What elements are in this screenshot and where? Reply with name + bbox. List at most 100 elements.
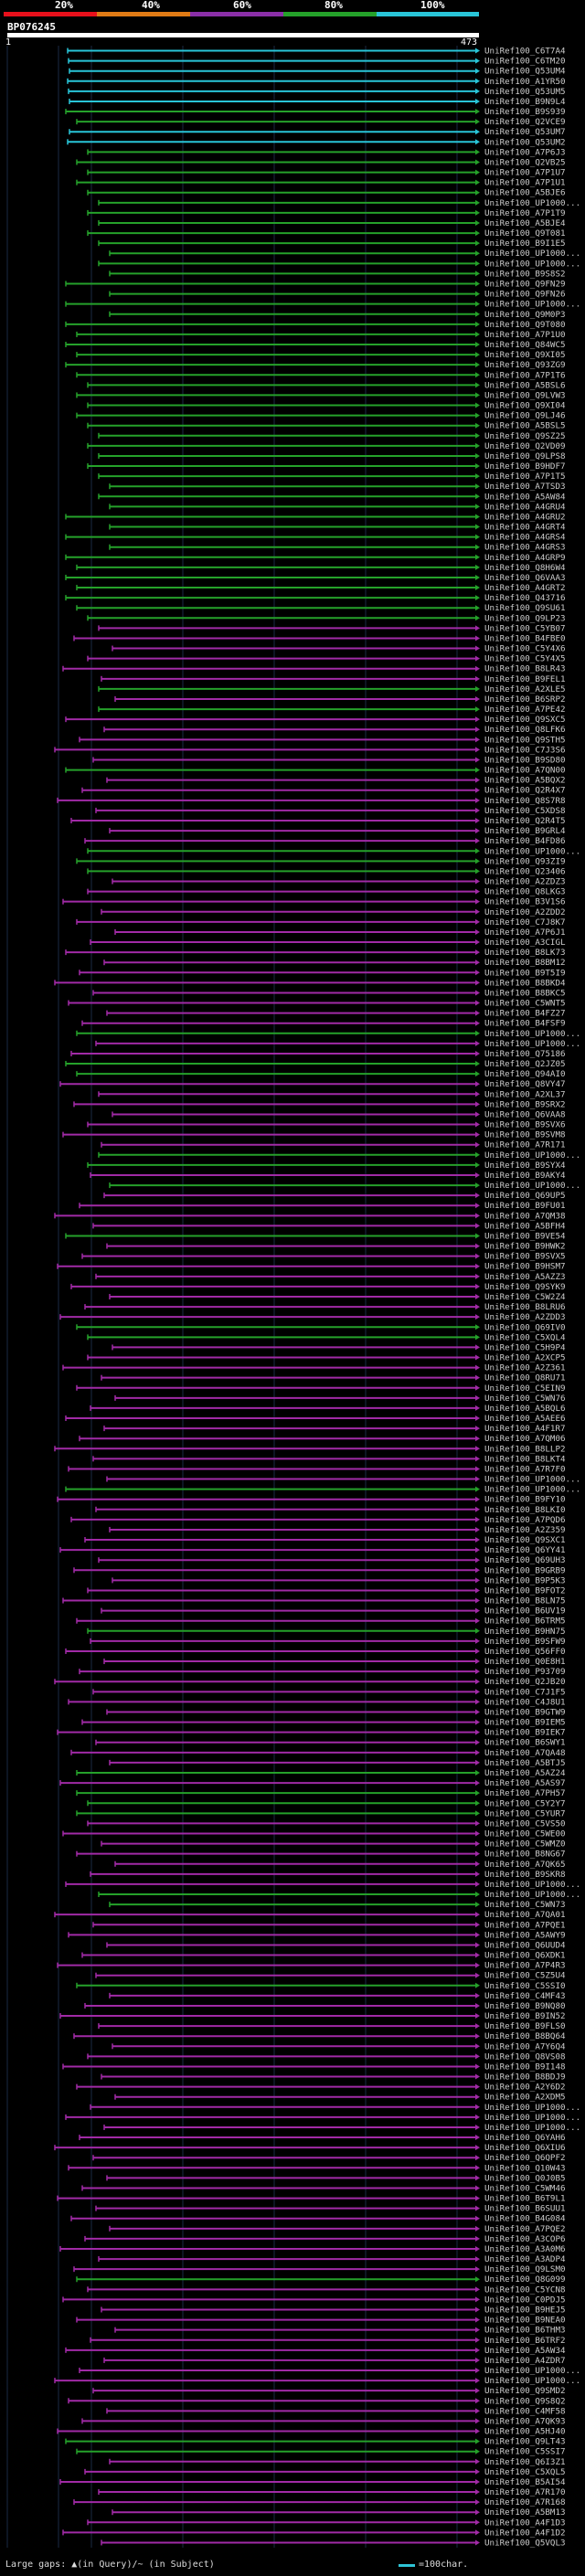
hit-end-arrow [475,1973,480,1978]
hit-end-arrow [475,1780,480,1786]
hit-end-arrow [475,2449,480,2454]
hit-end-arrow [475,1587,480,1593]
hit-end-arrow [475,1800,480,1806]
hit-end-arrow [475,1882,480,1887]
hit-end-arrow [475,1122,480,1128]
hit-label: UniRef100_Q9LPS8 [484,451,566,461]
hit-label: UniRef100_A5AWY9 [484,1930,566,1940]
hit-label: UniRef100_B4FBE0 [484,633,566,643]
hit-label: UniRef100_Q2JB20 [484,1677,566,1687]
hit-end-arrow [475,2256,480,2262]
hit-end-arrow [475,2125,480,2130]
hit-label: UniRef100_A5AEE6 [484,1414,566,1424]
hit-end-arrow [475,1375,480,1381]
hit-label: UniRef100_C5WMZ0 [484,1839,566,1850]
hit-label: UniRef100_A5BQL6 [484,1404,566,1414]
hit-label: UniRef100_C5Y4X6 [484,644,566,654]
hit-label: UniRef100_A7R168 [484,2497,566,2507]
hit-label: UniRef100_Q2VB25 [484,157,566,167]
hit-label: UniRef100_B9SFW9 [484,1637,566,1647]
hit-end-arrow [475,2185,480,2190]
hit-end-arrow [475,990,480,995]
hit-end-arrow [475,1152,480,1158]
hit-label: UniRef100_A2ZDD3 [484,1312,566,1322]
hit-label: UniRef100_UP1000... [484,300,580,310]
hit-end-arrow [475,2155,480,2160]
hit-label: UniRef100_A2XLE5 [484,684,566,694]
hit-end-arrow [475,1284,480,1289]
hit-end-arrow [475,1213,480,1218]
hit-label: UniRef100_Q53UM4 [484,67,566,77]
hit-end-arrow [475,139,480,144]
hit-label: UniRef100_B9FY10 [484,1495,566,1505]
hit-end-arrow [475,929,480,935]
hit-end-arrow [475,99,480,104]
hit-end-arrow [475,970,480,975]
hit-end-arrow [475,2286,480,2292]
hit-end-arrow [475,2196,480,2201]
hit-label: UniRef100_B6TRF2 [484,2336,566,2346]
hit-label: UniRef100_A5BSL6 [484,380,566,390]
hit-label: UniRef100_Q9LJ46 [484,411,566,421]
hit-label: UniRef100_Q84WC5 [484,340,566,350]
hit-label: UniRef100_UP1000... [484,1890,580,1900]
hit-end-arrow [475,919,480,925]
hit-end-arrow [475,2479,480,2485]
hit-end-arrow [475,2439,480,2444]
hit-end-arrow [475,828,480,833]
hit-end-arrow [475,1405,480,1411]
hit-label: UniRef100_UP1000... [484,1039,580,1049]
hit-end-arrow [475,595,480,600]
hit-label: UniRef100_B9HSM7 [484,1262,566,1272]
hit-end-arrow [475,129,480,134]
hit-end-arrow [475,1041,480,1046]
hit-end-arrow [475,1254,480,1259]
hit-label: UniRef100_Q0J0B5 [484,2173,566,2183]
hit-end-arrow [475,1740,480,1745]
hit-label: UniRef100_Q9SXC1 [484,1535,566,1545]
hit-end-arrow [475,312,480,317]
hit-end-arrow [475,2348,480,2353]
hit-end-arrow [475,1365,480,1371]
hit-end-arrow [475,1892,480,1897]
hit-end-arrow [475,545,480,550]
hit-end-arrow [475,220,480,226]
hit-end-arrow [475,2317,480,2323]
hit-end-arrow [475,2519,480,2525]
hit-end-arrow [475,959,480,965]
hit-label: UniRef100_A7PQD6 [484,1515,566,1525]
hit-label: UniRef100_B4FD86 [484,836,566,846]
hit-end-arrow [475,372,480,377]
hit-label: UniRef100_Q9LT43 [484,2437,566,2447]
hit-end-arrow [475,1730,480,1735]
hit-end-arrow [475,2216,480,2221]
hit-label: UniRef100_B9SVM8 [484,1130,566,1140]
hit-end-arrow [475,696,480,702]
hit-label: UniRef100_C5XDS8 [484,806,566,816]
hit-end-arrow [475,858,480,864]
hit-end-arrow [475,180,480,186]
hit-label: UniRef100_UP1000... [484,1150,580,1161]
hit-end-arrow [475,1547,480,1553]
hit-end-arrow [475,889,480,895]
hit-end-arrow [475,190,480,196]
hit-end-arrow [475,808,480,813]
hit-end-arrow [475,1527,480,1532]
hit-end-arrow [475,625,480,631]
hit-label: UniRef100_A4F1R7 [484,1424,566,1434]
hit-label: UniRef100_A2XCP5 [484,1353,566,1363]
hit-label: UniRef100_Q53UM7 [484,127,566,137]
hit-end-arrow [475,666,480,672]
hit-end-arrow [475,2104,480,2110]
hit-label: UniRef100_A7P1U7 [484,168,566,178]
hit-label: UniRef100_UP1000... [484,1880,580,1890]
hit-label: UniRef100_Q6QPF2 [484,2153,566,2163]
hit-label: UniRef100_A2ZDD2 [484,907,566,917]
hit-end-arrow [475,493,480,499]
hit-end-arrow [475,119,480,124]
hit-end-arrow [475,58,480,64]
hit-end-arrow [475,2337,480,2343]
hit-label: UniRef100_A7P6J3 [484,147,566,157]
hit-end-arrow [475,413,480,419]
hit-end-arrow [475,1162,480,1168]
